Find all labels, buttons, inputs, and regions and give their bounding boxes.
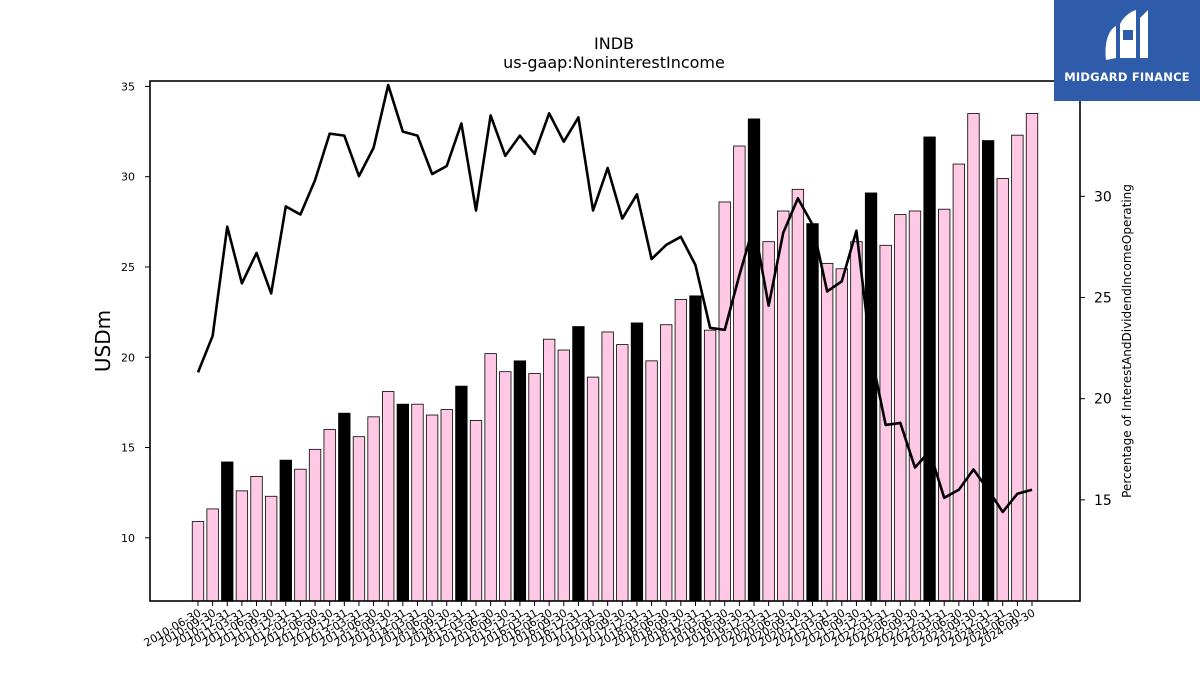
y-tick-label: 10 — [121, 532, 135, 545]
bar-2016-12-31 — [572, 326, 585, 602]
bar-2017-06-30 — [601, 331, 614, 602]
bar-2020-06-30 — [777, 210, 790, 602]
bar-2011-09-30 — [265, 495, 278, 602]
bar-2016-03-31 — [528, 373, 541, 602]
bar-2021-12-31 — [864, 192, 878, 602]
chart-title: INDB — [594, 34, 634, 53]
bar-2010-12-31 — [221, 461, 234, 602]
bar-2016-06-30 — [543, 338, 556, 602]
bar-2012-03-31 — [294, 468, 307, 602]
y-axis: 10 15 20 25 30 35 — [121, 80, 150, 545]
bar-2016-09-30 — [557, 349, 570, 602]
bar-2021-06-30 — [835, 268, 848, 602]
bar-2012-09-30 — [323, 429, 336, 602]
y-tick-label: 35 — [121, 80, 135, 93]
y2-tick-label: 25 — [1094, 290, 1112, 306]
bar-2020-09-30 — [791, 188, 805, 602]
bar-2022-09-30 — [908, 210, 922, 602]
bar-2013-12-31 — [396, 403, 409, 602]
bar-2010-06-30 — [191, 521, 205, 602]
bar-2012-12-31 — [338, 412, 351, 602]
y-tick-label: 15 — [121, 442, 135, 455]
bar-2017-09-30 — [616, 344, 629, 602]
bar-2014-06-30 — [425, 414, 439, 602]
bar-2024-06-30 — [1011, 134, 1024, 602]
bar-2013-09-30 — [382, 391, 395, 602]
bar-2015-12-31 — [513, 360, 527, 602]
midgard-finance-logo: MIDGARD FINANCE — [1054, 0, 1200, 101]
bar-2022-12-31 — [923, 136, 936, 602]
bar-2015-09-30 — [499, 371, 512, 602]
bar-2012-06-30 — [308, 448, 322, 602]
bar-2018-03-31 — [645, 360, 658, 602]
bar-2010-09-30 — [206, 508, 219, 602]
bar-2023-06-30 — [952, 163, 965, 602]
y2-tick-label: 20 — [1094, 392, 1112, 408]
bar-2019-09-30 — [733, 145, 746, 602]
chart-subtitle: us-gaap:NoninterestIncome — [503, 53, 725, 72]
bar-2019-03-31 — [703, 329, 717, 602]
bar-2013-03-31 — [352, 436, 366, 602]
bar-2014-12-31 — [455, 385, 468, 602]
bar-2019-06-30 — [718, 201, 731, 602]
bar-2021-09-30 — [850, 241, 863, 602]
logo-text: MIDGARD FINANCE — [1064, 70, 1190, 84]
bar-2015-06-30 — [484, 353, 497, 602]
bar-2017-03-31 — [586, 376, 600, 602]
ratio-line — [196, 83, 1033, 514]
y-tick-label: 25 — [121, 261, 135, 274]
bar-2020-03-31 — [762, 241, 775, 602]
bar-2020-12-31 — [806, 223, 819, 602]
bar-2019-12-31 — [747, 118, 761, 602]
bar-2023-12-31 — [981, 140, 995, 602]
bar-2015-03-31 — [469, 420, 483, 602]
bar-2018-12-31 — [689, 295, 702, 602]
bar-2024-09-30 — [1025, 113, 1039, 602]
bar-2023-09-30 — [967, 113, 980, 602]
x-axis: 2010-06-302010-09-302010-12-312011-03-31… — [142, 601, 1038, 650]
bar-2018-06-30 — [660, 324, 673, 602]
bar-2017-12-31 — [630, 322, 644, 602]
bar-series — [191, 113, 1039, 602]
logo-mark-icon — [1105, 10, 1148, 60]
y-axis-label: USDm — [91, 310, 115, 372]
bar-2023-03-31 — [938, 208, 951, 602]
y2-tick-label: 30 — [1094, 189, 1112, 205]
bar-2022-06-30 — [894, 214, 907, 602]
bar-2014-03-31 — [411, 403, 424, 602]
bar-2024-03-31 — [996, 178, 1009, 602]
plot-frame — [149, 80, 1081, 602]
bar-2014-09-30 — [440, 409, 453, 602]
bar-2021-03-31 — [821, 262, 834, 602]
bar-2011-03-31 — [235, 490, 249, 602]
bar-2013-06-30 — [367, 416, 380, 602]
bar-2018-09-30 — [674, 299, 687, 602]
y2-axis-label: Percentage of InterestAndDividendIncomeO… — [1120, 184, 1134, 498]
bar-2011-06-30 — [250, 476, 263, 602]
bar-2011-12-31 — [279, 459, 292, 602]
y-tick-label: 30 — [121, 171, 135, 184]
y-tick-label: 20 — [121, 351, 135, 364]
y2-tick-label: 15 — [1094, 493, 1112, 509]
